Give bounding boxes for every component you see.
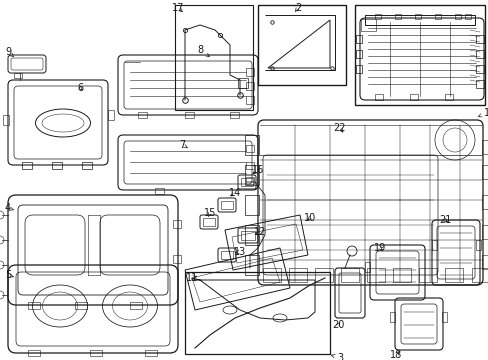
Bar [475,80,483,88]
Bar [364,262,369,272]
Bar [22,162,32,169]
Bar [418,268,436,282]
Bar [90,350,102,356]
Bar [145,350,157,356]
Text: 7: 7 [179,140,187,150]
Text: 3: 3 [330,353,343,360]
Bar [481,225,488,239]
Bar [475,65,483,73]
Bar [138,112,147,118]
Bar [414,14,420,19]
Text: 1: 1 [477,108,488,118]
Bar [355,35,361,43]
Bar [434,14,440,19]
Text: 20: 20 [331,320,344,330]
Bar [340,268,358,282]
Bar [245,96,253,104]
Bar [374,94,382,100]
Bar [244,225,259,245]
Text: 2: 2 [294,3,301,13]
Text: 16: 16 [251,165,264,175]
Bar [241,231,254,240]
Bar [481,165,488,179]
Bar [481,140,488,154]
Bar [28,350,40,356]
Text: 4: 4 [5,203,14,213]
Bar [258,5,346,85]
Bar [389,312,394,322]
Bar [441,312,446,322]
Bar [245,68,253,76]
Bar [392,268,410,282]
Text: 9: 9 [5,47,14,57]
Bar [173,255,181,263]
Bar [184,112,194,118]
Text: 10: 10 [303,213,315,223]
Bar [244,165,259,185]
Bar [444,94,452,100]
Bar [360,19,375,31]
Bar [354,5,484,105]
Bar [454,14,460,19]
Bar [203,218,215,226]
Text: 5: 5 [5,270,14,280]
Text: 19: 19 [373,243,386,253]
Bar [263,268,281,282]
Bar [221,201,232,209]
Bar [245,162,253,169]
Bar [481,255,488,269]
Bar [155,188,163,194]
Bar [471,268,488,282]
Bar [75,302,87,309]
Bar [3,115,9,125]
Bar [244,135,259,155]
Bar [82,162,92,169]
Bar [245,177,253,184]
Bar [14,73,22,78]
Bar [28,302,40,309]
Bar [244,255,259,275]
Bar [431,240,436,250]
Bar [221,251,232,259]
Bar [244,195,259,215]
Bar [481,195,488,209]
Bar [374,14,380,19]
Bar [464,14,470,19]
Bar [245,145,253,152]
Bar [409,94,417,100]
Text: 11: 11 [185,273,198,283]
Text: 14: 14 [228,188,241,198]
Bar [241,178,252,186]
Bar [475,240,480,250]
Bar [245,82,253,90]
Bar [475,50,483,58]
Text: 8: 8 [197,45,209,57]
Bar [475,35,483,43]
Bar [130,302,142,309]
Bar [444,268,462,282]
Bar [52,162,62,169]
Bar [288,268,306,282]
Bar [394,14,400,19]
Bar [314,268,332,282]
Bar [175,5,252,110]
Bar [355,65,361,73]
Bar [173,220,181,228]
Bar [238,78,247,88]
Text: 21: 21 [438,215,450,225]
Bar [184,272,329,354]
Bar [355,50,361,58]
Text: 12: 12 [253,227,265,237]
Text: 17: 17 [171,3,184,13]
Bar [108,110,114,120]
Bar [366,268,384,282]
Bar [229,112,239,118]
Text: 18: 18 [389,350,401,360]
Text: 15: 15 [203,208,216,218]
Text: 22: 22 [333,123,346,133]
Text: 13: 13 [233,247,245,257]
Text: 6: 6 [77,83,83,93]
